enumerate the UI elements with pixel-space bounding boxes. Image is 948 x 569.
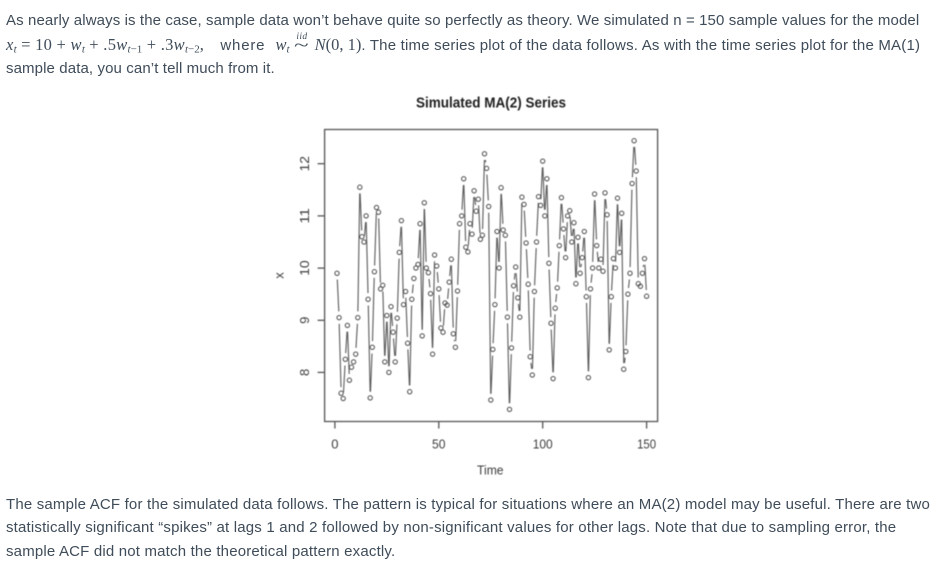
svg-text:8: 8: [297, 369, 312, 376]
svg-text:0: 0: [331, 436, 338, 451]
svg-text:9: 9: [297, 317, 312, 324]
svg-text:150: 150: [637, 436, 656, 451]
svg-text:11: 11: [297, 208, 312, 224]
svg-text:12: 12: [297, 156, 312, 172]
svg-text:100: 100: [533, 436, 553, 451]
svg-text:50: 50: [432, 436, 446, 451]
svg-text:Time: Time: [477, 463, 504, 478]
svg-text:10: 10: [297, 260, 312, 276]
svg-text:x: x: [272, 272, 287, 279]
svg-text:Simulated MA(2) Series: Simulated MA(2) Series: [416, 95, 566, 112]
